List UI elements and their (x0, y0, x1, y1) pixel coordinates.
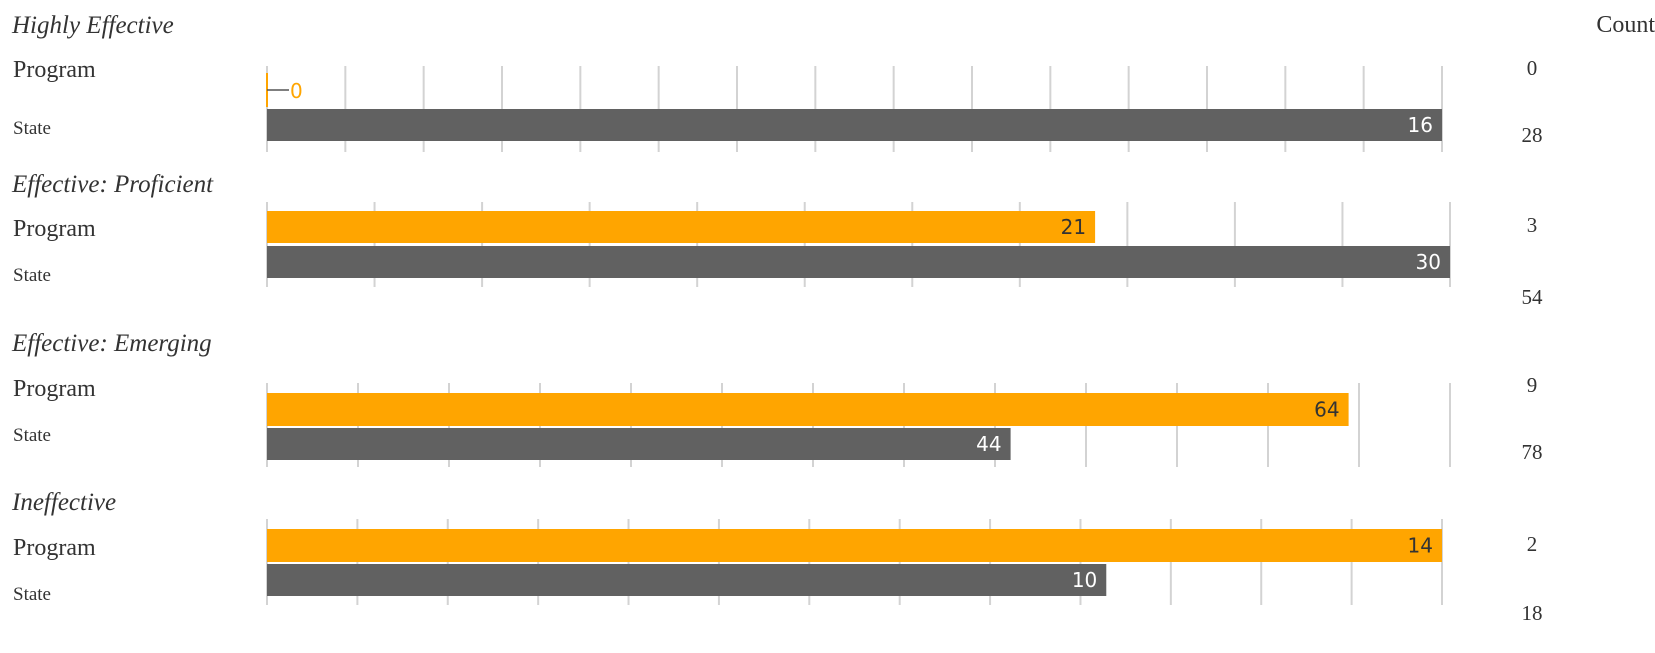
count-value: 18 (1521, 601, 1543, 625)
count-header: Count (1596, 12, 1655, 38)
data-label: 21 (1061, 215, 1086, 239)
category-label: Effective: Emerging (12, 330, 212, 357)
category-label: Highly Effective (12, 12, 174, 39)
series-label-state: State (13, 265, 51, 286)
series-label-state: State (13, 118, 51, 139)
count-value: 9 (1526, 373, 1538, 397)
count-value: 0 (1526, 56, 1538, 80)
count-value: 78 (1521, 440, 1543, 464)
series-label-program: Program (13, 216, 96, 242)
count-value: 2 (1526, 532, 1538, 556)
series-label-program: Program (13, 376, 96, 402)
data-label: 44 (976, 432, 1001, 456)
series-label-program: Program (13, 57, 96, 83)
series-label-state: State (13, 425, 51, 446)
count-value: 28 (1521, 123, 1543, 147)
count-value: 3 (1526, 213, 1538, 237)
data-label: 64 (1314, 398, 1339, 422)
data-label: 16 (1408, 113, 1433, 137)
data-label: 0 (290, 79, 303, 103)
bar-program (267, 393, 1349, 426)
category-label: Effective: Proficient (12, 171, 214, 198)
count-value: 54 (1521, 285, 1543, 309)
bar-state (267, 428, 1011, 460)
bar-state (267, 109, 1442, 141)
bar-program (267, 529, 1442, 562)
category-label: Ineffective (12, 489, 117, 516)
data-label: 10 (1072, 568, 1097, 592)
data-label: 30 (1416, 250, 1441, 274)
data-label: 14 (1408, 534, 1433, 558)
bar-state (267, 564, 1107, 596)
series-label-state: State (13, 584, 51, 605)
bar-program (267, 211, 1096, 243)
series-label-program: Program (13, 535, 96, 561)
bar-state (267, 246, 1450, 278)
